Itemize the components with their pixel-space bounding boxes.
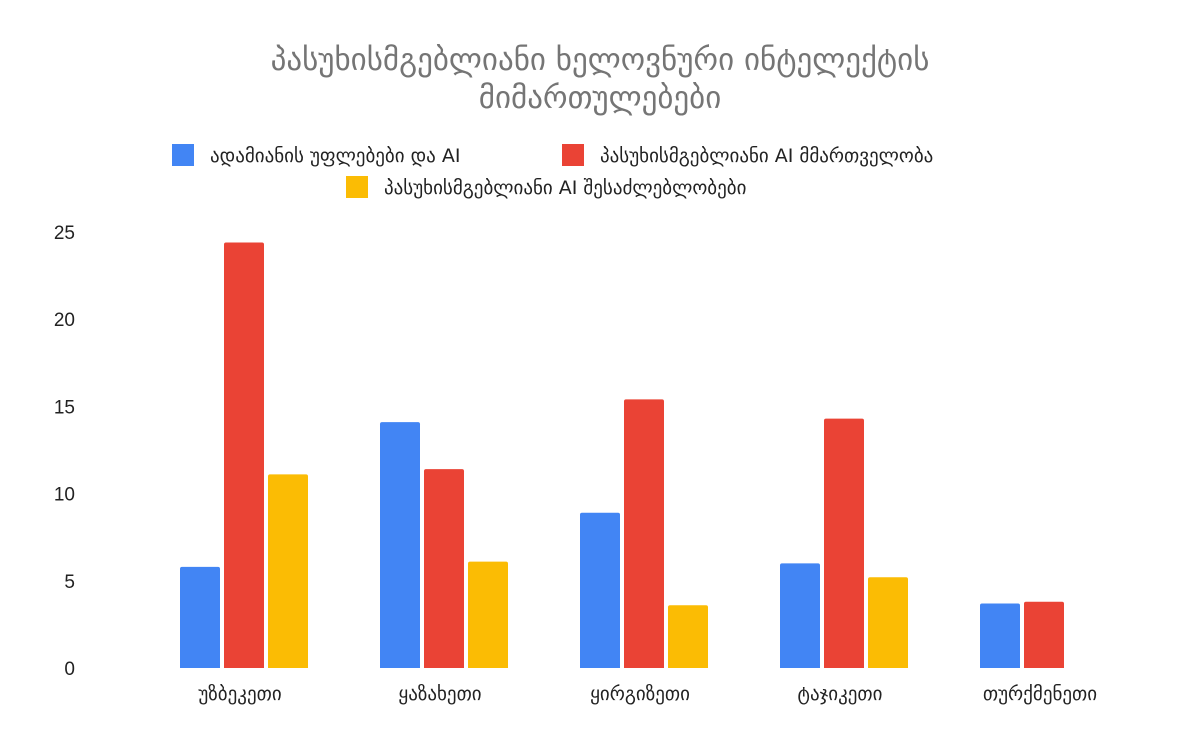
bar-2-0 — [580, 512, 620, 668]
bar-0-1 — [224, 242, 264, 669]
legend-label-2: პასუხისმგებლიანი AI შესაძლებლობები — [384, 177, 746, 199]
chart-title-line-1: პასუხისმგებლიანი ხელოვნური ინტელექტის — [271, 42, 930, 78]
y-axis: 0 5 10 15 20 25 — [54, 223, 75, 680]
x-category-label-0: უზბეკეთი — [198, 683, 281, 705]
bar-4-0 — [980, 603, 1020, 668]
bar-0-0 — [180, 566, 220, 668]
x-axis: უზბეკეთი ყაზახეთი ყირგიზეთი ტაჯიკეთი თურქმენ… — [198, 683, 1097, 705]
legend-swatch-2 — [346, 176, 368, 198]
y-tick-label-0: 0 — [64, 659, 75, 680]
x-category-label-1: ყაზახეთი — [398, 683, 481, 705]
y-tick-label-1: 5 — [64, 572, 75, 593]
legend-label-1: პასუხისმგებლიანი AI მმართველობა — [600, 145, 933, 167]
chart-title-line-2: მიმართულებები — [479, 80, 722, 116]
x-category-label-2: ყირგიზეთი — [590, 683, 690, 705]
bar-3-2 — [868, 577, 908, 668]
bar-4-1 — [1024, 601, 1064, 668]
bar-0-2 — [268, 474, 308, 668]
legend: ადამიანის უფლებები და AI პასუხისმგებლიანი… — [172, 144, 933, 199]
bar-2-1 — [624, 399, 664, 668]
x-category-label-4: თურქმენეთი — [983, 683, 1097, 705]
y-tick-label-4: 20 — [54, 310, 75, 331]
bar-3-0 — [780, 563, 820, 668]
x-category-label-3: ტაჯიკეთი — [798, 683, 883, 705]
bar-1-0 — [380, 422, 420, 668]
bar-1-2 — [468, 561, 508, 668]
bar-3-1 — [824, 418, 864, 668]
legend-swatch-0 — [172, 144, 194, 166]
legend-swatch-1 — [562, 144, 584, 166]
y-tick-label-3: 15 — [54, 397, 75, 418]
bar-2-2 — [668, 605, 708, 668]
chart-title: პასუხისმგებლიანი ხელოვნური ინტელექტის მი… — [271, 42, 930, 116]
y-tick-label-5: 25 — [54, 223, 75, 244]
bars — [180, 242, 1064, 669]
bar-1-1 — [424, 469, 464, 668]
legend-label-0: ადამიანის უფლებები და AI — [210, 145, 460, 167]
y-tick-label-2: 10 — [54, 485, 75, 506]
